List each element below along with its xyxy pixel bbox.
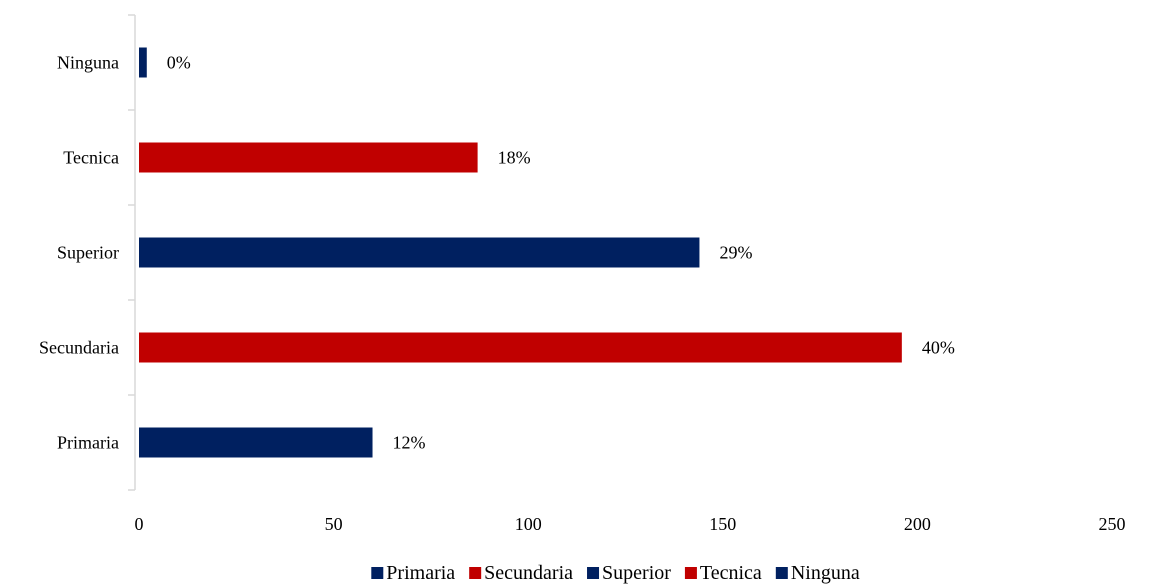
legend-swatch — [684, 567, 697, 579]
legend-item: Primaria — [371, 562, 455, 584]
legend-label: Tecnica — [700, 562, 762, 584]
legend-swatch — [469, 567, 482, 579]
bar-superior — [139, 237, 700, 268]
legend-label: Primaria — [386, 562, 455, 584]
bar-tecnica — [139, 142, 478, 173]
data-label: 12% — [393, 433, 426, 453]
bar-ninguna — [139, 47, 147, 78]
legend-item: Secundaria — [469, 562, 573, 584]
data-label: 29% — [719, 243, 752, 263]
x-tick-label: 50 — [325, 514, 343, 534]
x-tick-label: 150 — [709, 514, 736, 534]
x-tick-label: 100 — [515, 514, 542, 534]
legend-label: Superior — [602, 562, 671, 584]
legend-item: Tecnica — [684, 562, 762, 584]
legend-swatch — [371, 567, 384, 579]
bar-primaria — [139, 427, 373, 458]
category-label: Primaria — [57, 433, 119, 453]
legend-swatch — [775, 567, 788, 579]
legend-item: Superior — [587, 562, 671, 584]
x-tick-label: 0 — [135, 514, 144, 534]
x-tick-label: 200 — [904, 514, 931, 534]
category-label: Tecnica — [63, 148, 119, 168]
category-label: Superior — [57, 243, 119, 263]
data-label: 18% — [498, 148, 531, 168]
legend: Primaria Secundaria Superior Tecnica Ninguna — [371, 562, 860, 584]
category-label: Secundaria — [39, 338, 119, 358]
legend-item: Ninguna — [775, 562, 860, 584]
bar-secundaria — [139, 332, 902, 363]
x-tick-label: 250 — [1099, 514, 1126, 534]
data-label: 40% — [922, 338, 955, 358]
data-label: 0% — [167, 53, 191, 73]
legend-label: Ninguna — [791, 562, 860, 584]
category-label: Ninguna — [57, 53, 119, 73]
labels-layer: Primaria 12% Secundaria 40% Superior 29% Tecni… — [39, 53, 955, 453]
axis-layer: 0 50 100 150 200 250 — [128, 14, 1126, 534]
legend-swatch — [587, 567, 600, 579]
bars-layer — [139, 47, 902, 458]
legend-label: Secundaria — [484, 562, 573, 584]
legend-items: Primaria Secundaria Superior Tecnica Ninguna — [371, 562, 860, 584]
